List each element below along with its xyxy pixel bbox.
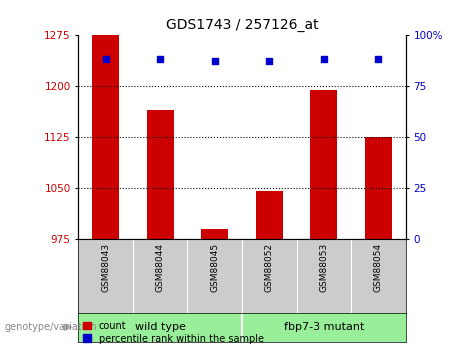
Point — [211, 58, 219, 64]
Text: GSM88044: GSM88044 — [156, 243, 165, 292]
Text: genotype/variation: genotype/variation — [5, 322, 97, 332]
Text: GSM88045: GSM88045 — [210, 243, 219, 292]
Text: GSM88043: GSM88043 — [101, 243, 110, 292]
Text: fbp7-3 mutant: fbp7-3 mutant — [284, 322, 364, 332]
Bar — [256, 191, 283, 239]
Point — [320, 56, 327, 62]
Point — [102, 56, 109, 62]
Point — [375, 56, 382, 62]
Text: wild type: wild type — [135, 322, 186, 332]
Point — [157, 56, 164, 62]
Bar — [147, 110, 174, 239]
Text: GSM88054: GSM88054 — [374, 243, 383, 292]
Bar — [92, 34, 119, 239]
Text: GSM88053: GSM88053 — [319, 243, 328, 292]
Legend: count, percentile rank within the sample: count, percentile rank within the sample — [83, 321, 264, 344]
Point — [266, 58, 273, 64]
Bar — [365, 137, 392, 239]
Bar — [310, 90, 337, 239]
Title: GDS1743 / 257126_at: GDS1743 / 257126_at — [165, 18, 319, 32]
Bar — [201, 229, 228, 239]
Text: GSM88052: GSM88052 — [265, 243, 274, 292]
